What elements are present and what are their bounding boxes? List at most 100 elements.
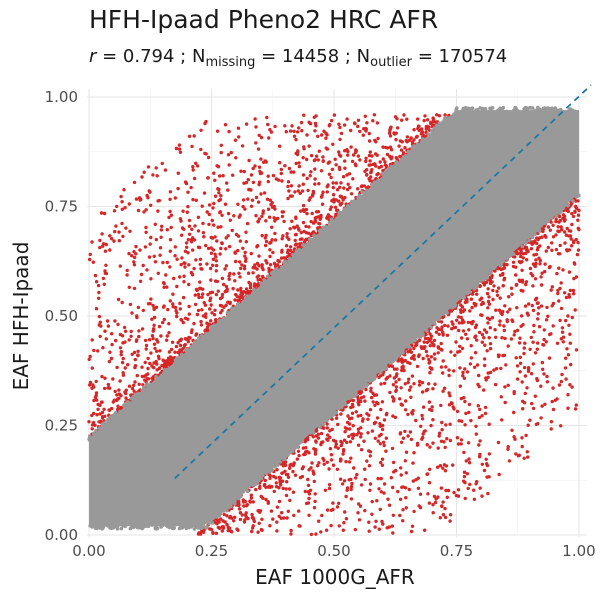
inlier-point — [489, 108, 493, 113]
outlier-point — [514, 273, 518, 277]
outlier-point — [384, 436, 388, 440]
outlier-point — [268, 263, 273, 267]
inlier-point — [536, 107, 541, 112]
outlier-point — [253, 164, 257, 168]
outlier-point — [403, 459, 407, 463]
outlier-point — [217, 187, 221, 192]
outlier-point — [343, 430, 347, 434]
inlier-point — [173, 358, 178, 362]
outlier-point — [351, 398, 355, 403]
outlier-point — [159, 235, 163, 239]
outlier-point — [343, 510, 347, 514]
outlier-point — [219, 150, 223, 155]
outlier-point — [567, 292, 571, 297]
outlier-point — [536, 301, 540, 305]
outlier-point — [480, 414, 484, 418]
outlier-point — [176, 171, 180, 175]
outlier-point — [265, 197, 270, 201]
outlier-point — [249, 251, 253, 256]
outlier-point — [381, 168, 385, 173]
outlier-point — [272, 489, 276, 494]
inlier-point — [557, 211, 562, 215]
outlier-point — [283, 164, 287, 168]
outlier-point — [349, 145, 353, 149]
inlier-point — [321, 225, 326, 230]
outlier-point — [202, 301, 206, 305]
inlier-point — [533, 108, 538, 113]
outlier-point — [443, 515, 448, 520]
outlier-point — [144, 347, 148, 351]
outlier-point — [326, 183, 330, 187]
outlier-point — [368, 450, 373, 454]
outlier-point — [187, 218, 192, 223]
outlier-point — [529, 335, 533, 340]
outlier-point — [470, 305, 474, 310]
outlier-point — [377, 527, 381, 531]
inlier-point — [268, 470, 272, 474]
outlier-point — [387, 503, 392, 507]
outlier-point — [351, 436, 355, 440]
outlier-point — [344, 459, 348, 464]
outlier-point — [467, 402, 472, 407]
outlier-point — [88, 257, 92, 262]
outlier-point — [220, 295, 224, 299]
inlier-point — [196, 525, 200, 530]
outlier-point — [434, 330, 439, 334]
outlier-point — [122, 188, 126, 192]
outlier-point — [156, 271, 160, 275]
inlier-point — [378, 369, 383, 374]
outlier-point — [164, 364, 168, 368]
outlier-point — [321, 190, 325, 194]
inlier-point — [129, 525, 134, 530]
outlier-point — [329, 175, 333, 180]
outlier-point — [557, 214, 562, 219]
outlier-point — [137, 334, 141, 339]
outlier-point — [514, 283, 518, 287]
outlier-point — [525, 450, 529, 454]
outlier-point — [400, 118, 404, 122]
outlier-point — [559, 379, 563, 384]
outlier-point — [232, 214, 236, 218]
outlier-point — [394, 385, 399, 389]
outlier-point — [225, 523, 229, 527]
outlier-point — [428, 371, 432, 375]
outlier-point — [279, 171, 283, 176]
outlier-point — [313, 177, 317, 181]
outlier-point — [197, 531, 201, 535]
outlier-point — [456, 488, 461, 492]
outlier-point — [403, 382, 407, 386]
outlier-point — [233, 250, 237, 254]
inlier-point — [481, 277, 486, 282]
outlier-point — [190, 144, 194, 149]
outlier-point — [459, 442, 463, 446]
x-axis-ticks: 0.00 0.25 0.50 0.75 1.00 — [72, 542, 595, 560]
outlier-point — [381, 423, 385, 428]
outlier-point — [318, 222, 322, 226]
inlier-point — [352, 199, 356, 203]
outlier-point — [132, 389, 136, 393]
outlier-point — [516, 454, 521, 458]
outlier-point — [363, 169, 367, 174]
outlier-point — [371, 119, 375, 123]
outlier-point — [440, 504, 444, 508]
outlier-point — [394, 389, 398, 393]
outlier-point — [376, 476, 380, 481]
outlier-point — [137, 329, 141, 333]
outlier-point — [139, 272, 144, 277]
outlier-point — [502, 328, 506, 333]
outlier-point — [327, 486, 332, 491]
outlier-point — [134, 339, 139, 343]
outlier-point — [91, 420, 96, 425]
outlier-point — [455, 318, 459, 322]
outlier-point — [292, 134, 297, 138]
outlier-point — [303, 489, 307, 494]
inlier-point — [301, 243, 305, 247]
inlier-point — [410, 148, 415, 152]
outlier-point — [195, 164, 200, 168]
outlier-point — [261, 267, 265, 272]
outlier-point — [280, 250, 284, 254]
outlier-point — [350, 411, 355, 415]
outlier-point — [243, 250, 247, 255]
outlier-point — [204, 119, 208, 124]
outlier-point — [279, 256, 284, 260]
